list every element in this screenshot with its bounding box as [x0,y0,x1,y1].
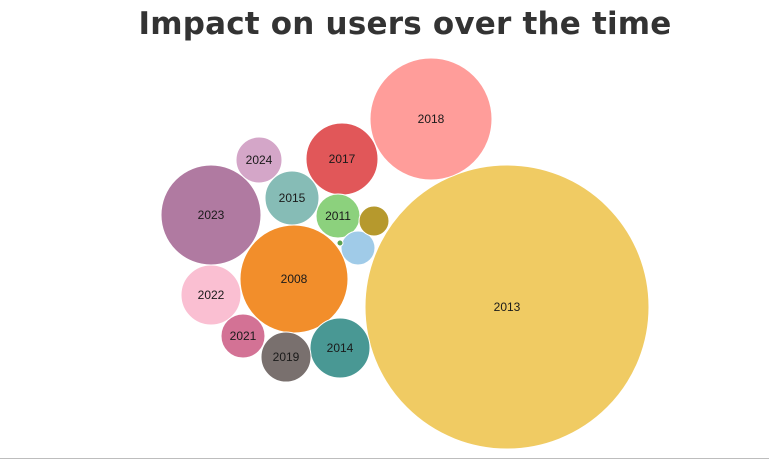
bubble-2015[interactable] [264,170,320,226]
bubble-label-2011: 2011 [325,209,351,223]
bubble-2018[interactable] [369,57,493,181]
bubble-label-2014: 2014 [327,341,354,355]
bubble-2014[interactable] [309,317,371,379]
bubble-2022[interactable] [180,264,242,326]
chart-title: Impact on users over the time [138,6,672,42]
bubble-label-2013: 2013 [494,300,521,314]
bubble-label-2024: 2024 [246,153,273,167]
bubble-unlabeled-13[interactable] [358,205,390,237]
bubble-unlabeled-12[interactable] [340,230,376,266]
bubble-label-2023: 2023 [198,208,225,222]
bubble-2024[interactable] [235,136,283,184]
bubble-unlabeled-14[interactable] [336,239,344,247]
bubble-label-2019: 2019 [273,350,300,364]
bubble-label-2018: 2018 [418,112,445,126]
bubble-2013[interactable] [364,164,650,450]
bubble-label-2015: 2015 [279,191,306,205]
bubble-2021[interactable] [220,313,266,359]
bubble-label-2017: 2017 [329,152,356,166]
bubble-2019[interactable] [260,331,312,383]
bubble-label-2022: 2022 [198,288,225,302]
bubble-label-2021: 2021 [230,329,257,343]
bubble-label-2008: 2008 [281,272,308,286]
